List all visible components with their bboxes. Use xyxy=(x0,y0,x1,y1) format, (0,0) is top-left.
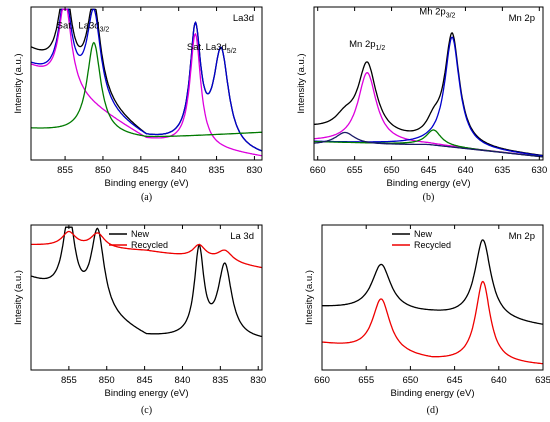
x-tick-label: 840 xyxy=(171,165,187,176)
x-tick-label: 660 xyxy=(310,165,326,176)
x-tick-label: 830 xyxy=(250,375,266,386)
x-axis-title: Binding energy (eV) xyxy=(105,388,189,399)
x-tick-label: 640 xyxy=(458,165,474,176)
legend-label: Recycled xyxy=(131,240,168,250)
legend-label: Recycled xyxy=(414,240,451,250)
x-tick-label: 650 xyxy=(402,375,418,386)
x-tick-label: 835 xyxy=(209,165,225,176)
y-axis-title: Intensity (a.u.) xyxy=(296,53,307,113)
x-tick-label: 845 xyxy=(133,165,149,176)
peak-label: Mn 2p1/2 xyxy=(349,39,385,52)
x-tick-label: 850 xyxy=(95,165,111,176)
x-tick-label: 845 xyxy=(137,375,153,386)
plot-frame xyxy=(30,224,263,371)
series-line-recycled xyxy=(321,280,544,365)
x-tick-label: 650 xyxy=(384,165,400,176)
panel-title: Mn 2p xyxy=(509,13,535,24)
y-axis-title: Intesity (a.u.) xyxy=(304,270,315,325)
series-line-fit-envelope xyxy=(30,8,263,152)
panel-title: Mn 2p xyxy=(509,231,535,242)
x-tick-label: 855 xyxy=(61,375,77,386)
x-axis-title: Binding energy (eV) xyxy=(387,178,471,189)
plot-frame xyxy=(313,6,544,161)
panel-caption: (d) xyxy=(427,405,439,416)
plot-frame xyxy=(30,6,263,161)
peak-label: Mn 2p3/2 xyxy=(419,7,455,20)
panel-title: La 3d xyxy=(230,231,254,242)
x-tick-label: 835 xyxy=(212,375,228,386)
legend-label: New xyxy=(131,229,150,239)
x-tick-label: 645 xyxy=(421,165,437,176)
x-tick-label: 840 xyxy=(175,375,191,386)
x-tick-label: 655 xyxy=(347,165,363,176)
x-tick-label: 630 xyxy=(531,165,547,176)
x-tick-label: 850 xyxy=(99,375,115,386)
x-tick-label: 635 xyxy=(494,165,510,176)
peak-label: La3d5/2 xyxy=(206,42,237,55)
series-line-satellite-component xyxy=(30,8,263,157)
panel-title: La3d xyxy=(233,13,254,24)
series-line-Mn2p3/2-component xyxy=(314,36,544,157)
x-tick-label: 655 xyxy=(358,375,374,386)
x-tick-label: 830 xyxy=(246,165,262,176)
series-line-experimental xyxy=(313,32,544,157)
x-tick-label: 635 xyxy=(535,375,550,386)
series-line-satellite-component-2 xyxy=(314,131,544,158)
x-tick-label: 855 xyxy=(57,165,73,176)
chart-panel-b: 660 655 650 645 640 635 630 Binding energy (eV)… xyxy=(296,6,547,203)
x-tick-label: 645 xyxy=(447,375,463,386)
chart-panel-c: 855 850 845 840 835 830 Binding energy (eV) Int… xyxy=(13,224,266,416)
peak-label: La3d3/2 xyxy=(78,20,109,33)
series-line-new xyxy=(30,226,263,338)
series-line-recycled xyxy=(31,230,263,269)
x-axis-title: Binding energy (eV) xyxy=(391,388,475,399)
chart-panel-d: 660 655 650 645 640 635 Binding energy (eV) Int… xyxy=(304,224,550,416)
panel-caption: (a) xyxy=(141,192,152,203)
panel-caption: (b) xyxy=(423,192,435,203)
x-tick-label: 660 xyxy=(314,375,330,386)
panel-caption: (c) xyxy=(141,405,152,416)
y-axis-title: Intensity (a.u.) xyxy=(13,53,24,113)
chart-panel-a: 855 850 845 840 835 830 Binding energy (eV) Int… xyxy=(13,6,263,203)
series-line-new xyxy=(322,239,544,325)
series-line-La3d3/2-component xyxy=(31,41,263,138)
peak-label: Sat. xyxy=(187,42,204,53)
x-tick-label: 640 xyxy=(491,375,507,386)
plot-frame xyxy=(321,224,544,371)
peak-label: Sat. xyxy=(57,20,74,31)
x-axis-title: Binding energy (eV) xyxy=(105,178,189,189)
y-axis-title: Intesity (a.u.) xyxy=(13,270,24,325)
legend-label: New xyxy=(414,229,433,239)
